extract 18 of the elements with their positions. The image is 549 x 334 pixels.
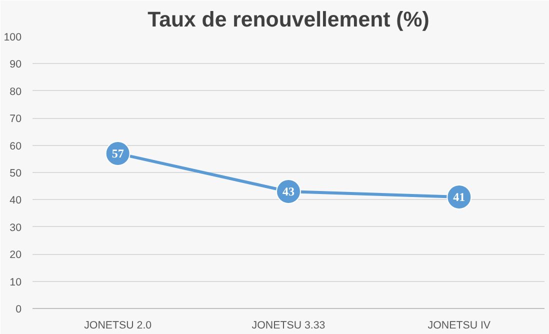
data-label: 41 [453,190,466,204]
x-tick-label: JONETSU 3.33 [252,320,326,332]
data-label: 57 [112,146,124,160]
y-tick-label: 40 [10,194,22,207]
chart-title: Taux de renouvellement (%) [148,8,430,32]
y-tick-label: 20 [10,249,22,262]
y-tick-label: 80 [10,86,22,98]
y-tick-label: 70 [10,113,22,126]
y-tick-label: 60 [10,140,22,152]
x-tick-label: JONETSU IV [428,320,492,332]
data-label: 43 [282,184,294,199]
y-tick-label: 50 [10,168,22,180]
y-tick-label: 100 [4,32,22,44]
y-tick-label: 90 [10,58,22,71]
x-tick-label: JONETSU 2.0 [84,320,152,332]
y-tick-label: 0 [16,304,22,316]
y-tick-label: 30 [10,222,22,234]
y-tick-label: 10 [10,276,22,288]
